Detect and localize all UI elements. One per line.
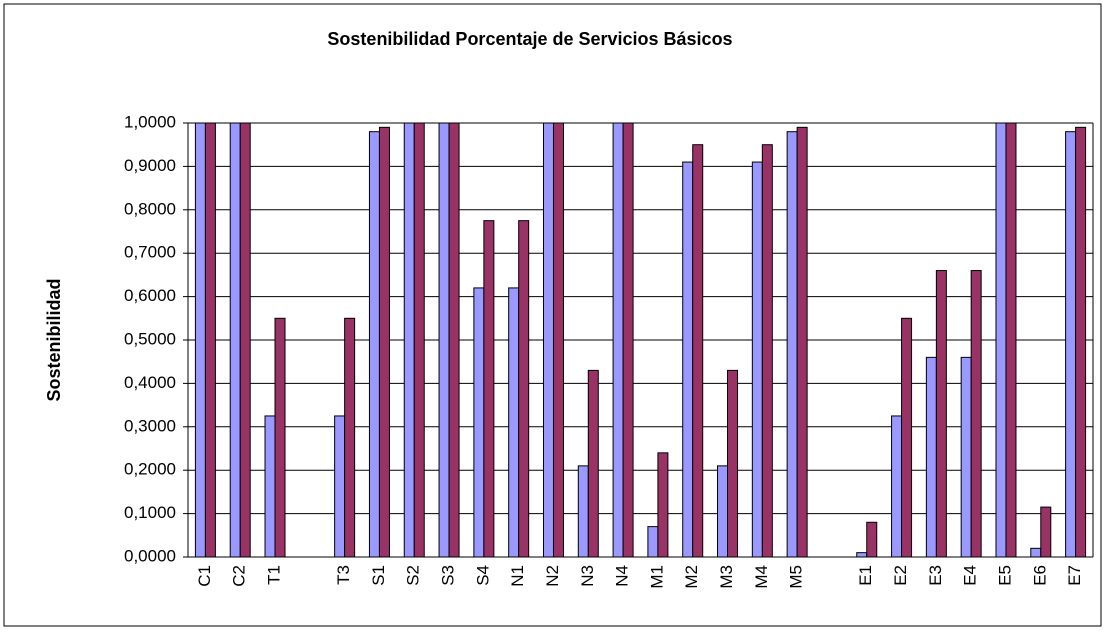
bar: [647, 526, 659, 558]
y-axis-label: Sostenibilidad: [44, 278, 64, 401]
x-tick-label: E7: [1065, 565, 1084, 586]
y-tick-label: 0,3000: [124, 416, 176, 435]
bar: [796, 126, 808, 558]
bar: [448, 122, 460, 558]
bar: [239, 122, 251, 558]
bar: [1075, 126, 1087, 558]
y-tick-label: 0,5000: [124, 329, 176, 348]
y-tick-label: 0,6000: [124, 286, 176, 305]
bar: [508, 287, 520, 558]
x-tick-label: M5: [787, 565, 806, 589]
bar: [935, 270, 947, 558]
x-tick-label: M1: [647, 565, 666, 589]
y-tick-label: 0,1000: [124, 503, 176, 522]
bar: [1030, 547, 1042, 558]
x-tick-label: N3: [578, 565, 597, 587]
bar: [264, 415, 276, 558]
bar: [542, 122, 554, 558]
x-tick-label: M2: [682, 565, 701, 589]
bar: [518, 220, 530, 558]
bar: [960, 356, 972, 558]
bar: [378, 126, 390, 558]
y-tick-label: 0,9000: [124, 156, 176, 175]
bar: [473, 287, 485, 558]
x-tick-label: S4: [473, 565, 492, 586]
x-tick-label: E6: [1030, 565, 1049, 586]
x-tick-label: E1: [856, 565, 875, 586]
bar: [438, 122, 450, 558]
bar: [717, 465, 729, 558]
bar: [552, 122, 564, 558]
x-tick-label: S3: [439, 565, 458, 586]
bar: [866, 521, 878, 558]
bar: [344, 317, 356, 558]
x-tick-label: E3: [926, 565, 945, 586]
x-tick-label: M3: [717, 565, 736, 589]
bar: [622, 122, 634, 558]
y-tick-label: 1,0000: [124, 112, 176, 131]
x-tick-label: E5: [995, 565, 1014, 586]
bar: [901, 317, 913, 558]
x-tick-label: N1: [508, 565, 527, 587]
bar: [612, 122, 624, 558]
bar: [682, 161, 694, 558]
y-tick-label: 0,4000: [124, 373, 176, 392]
bar: [229, 122, 241, 558]
bar: [194, 122, 206, 558]
x-tick-label: T1: [265, 565, 284, 585]
bar: [413, 122, 425, 558]
x-tick-label: C2: [230, 565, 249, 587]
chart-title: Sostenibilidad Porcentaje de Servicios B…: [327, 29, 732, 49]
bar: [403, 122, 415, 558]
x-tick-label: N2: [543, 565, 562, 587]
x-tick-label: C1: [195, 565, 214, 587]
x-tick-label: M4: [752, 565, 771, 589]
bar: [657, 452, 669, 558]
bar: [995, 122, 1007, 558]
bar: [727, 369, 739, 558]
bar: [1065, 131, 1077, 558]
y-tick-label: 0,8000: [124, 199, 176, 218]
x-tick-label: S1: [369, 565, 388, 586]
x-tick-label: T3: [334, 565, 353, 585]
bar: [1005, 122, 1017, 558]
bar: [761, 144, 773, 558]
bar: [483, 220, 495, 558]
bar: [274, 317, 286, 558]
y-tick-label: 0,0000: [124, 546, 176, 565]
bar: [577, 465, 589, 558]
x-tick-label: N4: [613, 565, 632, 587]
bar: [1040, 506, 1052, 558]
x-tick-label: S2: [404, 565, 423, 586]
bar: [368, 131, 380, 558]
bar: [856, 552, 868, 558]
bar: [786, 131, 798, 558]
y-tick-label: 0,2000: [124, 460, 176, 479]
x-tick-label: E2: [891, 565, 910, 586]
bar: [334, 415, 346, 558]
x-tick-label: E4: [961, 565, 980, 586]
bar: [970, 270, 982, 558]
bar: [692, 144, 704, 558]
bar: [891, 415, 903, 558]
bar: [925, 356, 937, 558]
bar: [751, 161, 763, 558]
bar: [204, 122, 216, 558]
y-tick-label: 0,7000: [124, 243, 176, 262]
bar: [587, 369, 599, 558]
